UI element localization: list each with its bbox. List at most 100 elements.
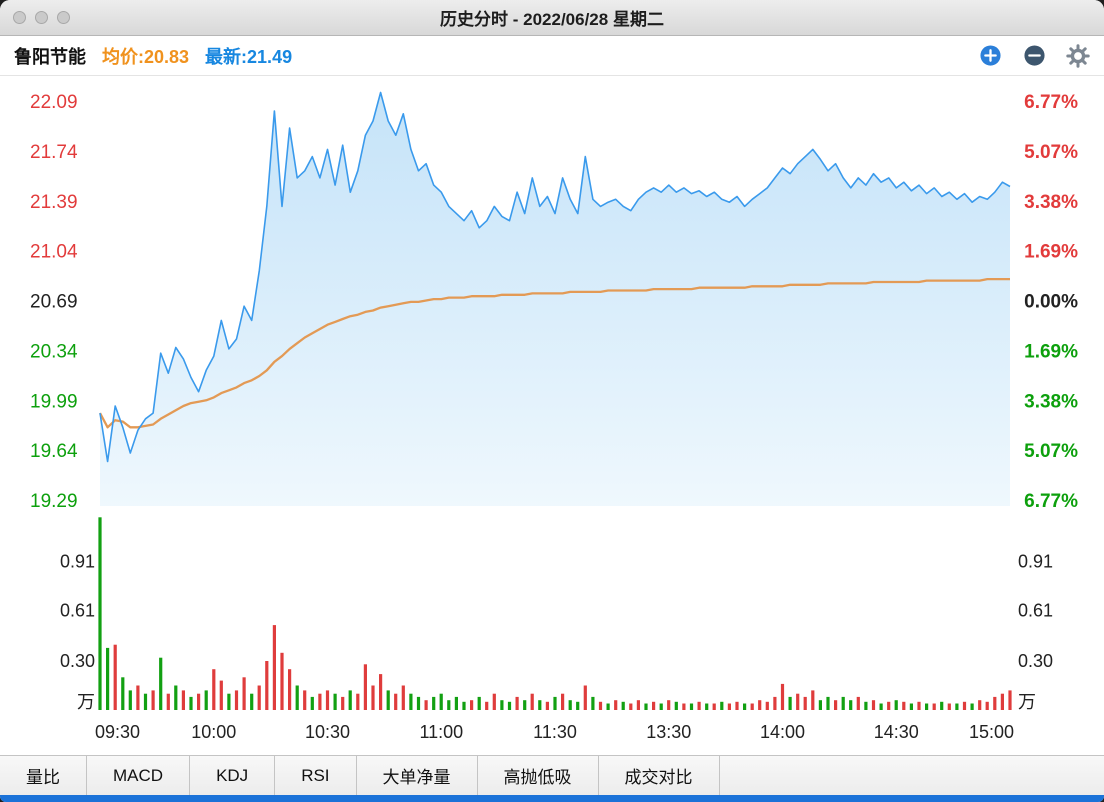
volume-bar xyxy=(576,701,580,710)
volume-bar xyxy=(333,693,337,710)
bottom-tabbar: 量比 MACD KDJ RSI 大单净量 高抛低吸 成交对比 xyxy=(0,755,1104,795)
minimize-button[interactable] xyxy=(35,11,48,24)
price-axis-label: 19.64 xyxy=(30,441,78,462)
volume-bar xyxy=(303,690,307,710)
volume-bar xyxy=(507,701,512,710)
volume-bar xyxy=(166,693,170,710)
volume-bar xyxy=(159,657,163,710)
bottom-accent-strip xyxy=(0,795,1104,802)
volume-bar xyxy=(432,696,436,710)
volume-bar xyxy=(485,701,489,710)
tab-rsi[interactable]: RSI xyxy=(275,756,357,795)
volume-bar xyxy=(136,685,140,710)
chart-area[interactable]: 22.09 6.77% 21.74 5.07% 21.39 3.38% 21.04 1.69%… xyxy=(0,76,1104,755)
volume-bar xyxy=(280,652,284,710)
volume-bar xyxy=(644,703,648,710)
volume-bar xyxy=(879,703,883,710)
volume-bar xyxy=(470,700,474,710)
volume-bar xyxy=(272,625,276,710)
volume-bar xyxy=(659,703,663,710)
volume-bar xyxy=(151,690,155,710)
volume-bar xyxy=(591,696,595,710)
volume-bar xyxy=(523,700,527,710)
price-axis-label: 21.74 xyxy=(30,142,78,163)
tab-trade-compare[interactable]: 成交对比 xyxy=(599,756,720,795)
tab-big-order-net[interactable]: 大单净量 xyxy=(357,756,478,795)
volume-bar xyxy=(871,700,876,710)
tab-macd[interactable]: MACD xyxy=(87,756,191,795)
price-axis-label: 19.29 xyxy=(30,491,78,512)
volume-bar xyxy=(424,700,428,710)
volume-bar xyxy=(780,683,785,710)
price-line xyxy=(99,91,1011,463)
volume-bar xyxy=(325,690,330,710)
volume-bar xyxy=(462,701,466,710)
volume-bar xyxy=(363,664,367,710)
volume-bar xyxy=(515,696,519,710)
tab-kdj[interactable]: KDJ xyxy=(190,756,276,795)
tab-high-sell-low-buy[interactable]: 高抛低吸 xyxy=(478,756,599,795)
volume-bar xyxy=(636,700,640,710)
volume-bar xyxy=(909,703,913,710)
pct-axis-label: 1.69% xyxy=(1024,242,1078,263)
volume-bar xyxy=(970,703,974,710)
volume-bar xyxy=(841,696,845,710)
volume-bar xyxy=(530,693,534,710)
price-axis-label: 20.34 xyxy=(30,341,78,362)
price-axis-label: 19.99 xyxy=(30,391,78,412)
volume-bar xyxy=(894,700,898,710)
volume-bar xyxy=(500,700,504,710)
volume-bar xyxy=(932,703,936,710)
volume-bar xyxy=(341,696,345,710)
volume-bar xyxy=(849,700,853,710)
volume-bar xyxy=(174,685,178,710)
volume-bar xyxy=(674,701,678,710)
volume-bar xyxy=(121,677,125,710)
pct-axis-label: 5.07% xyxy=(1024,441,1078,462)
volume-bar xyxy=(545,701,549,710)
volume-bar xyxy=(356,693,360,710)
volume-bar xyxy=(401,685,405,710)
window-title: 历史分时 - 2022/06/28 星期二 xyxy=(440,10,664,29)
pct-axis-label: 3.38% xyxy=(1024,391,1078,412)
volume-bar xyxy=(454,696,458,710)
price-axis-label: 22.09 xyxy=(30,92,78,113)
chart-canvas[interactable]: 22.09 6.77% 21.74 5.07% 21.39 3.38% 21.04 1.69%… xyxy=(0,76,1104,755)
volume-bar xyxy=(856,696,860,710)
volume-bar xyxy=(962,701,967,710)
volume-bar xyxy=(106,647,110,710)
volume-axis-label: 0.91 xyxy=(60,551,95,571)
zoom-window-button[interactable] xyxy=(57,11,70,24)
volume-axis-label: 0.91 xyxy=(1018,551,1053,571)
volume-bar xyxy=(689,703,694,710)
time-axis-label: 14:00 xyxy=(760,722,805,742)
zoom-out-button[interactable] xyxy=(1022,44,1046,68)
pct-axis-label: 3.38% xyxy=(1024,192,1078,213)
volume-bar xyxy=(826,696,830,710)
volume-bar xyxy=(614,700,618,710)
volume-bar xyxy=(743,703,747,710)
volume-bar xyxy=(128,690,132,710)
zoom-in-icon xyxy=(979,45,1001,66)
volume-bar xyxy=(667,700,671,710)
volume-bar xyxy=(697,701,701,710)
volume-bar xyxy=(818,700,822,710)
volume-bar xyxy=(788,696,792,710)
volume-axis-label: 0.61 xyxy=(1018,600,1053,620)
volume-bar xyxy=(234,690,239,710)
volume-bar xyxy=(1008,690,1012,710)
volume-bar xyxy=(394,693,398,710)
volume-bar xyxy=(720,701,724,710)
tab-volume-ratio[interactable]: 量比 xyxy=(0,756,87,795)
gear-icon xyxy=(1066,43,1090,68)
settings-button[interactable] xyxy=(1066,43,1090,68)
volume-bar xyxy=(386,690,390,710)
volume-bar xyxy=(629,703,633,710)
pct-axis-label: 0.00% xyxy=(1024,292,1078,313)
avg-price-line xyxy=(98,277,1010,429)
pct-axis-label: 5.07% xyxy=(1024,142,1078,163)
volume-bar xyxy=(568,700,572,710)
zoom-in-button[interactable] xyxy=(978,44,1002,68)
close-button[interactable] xyxy=(13,11,26,24)
